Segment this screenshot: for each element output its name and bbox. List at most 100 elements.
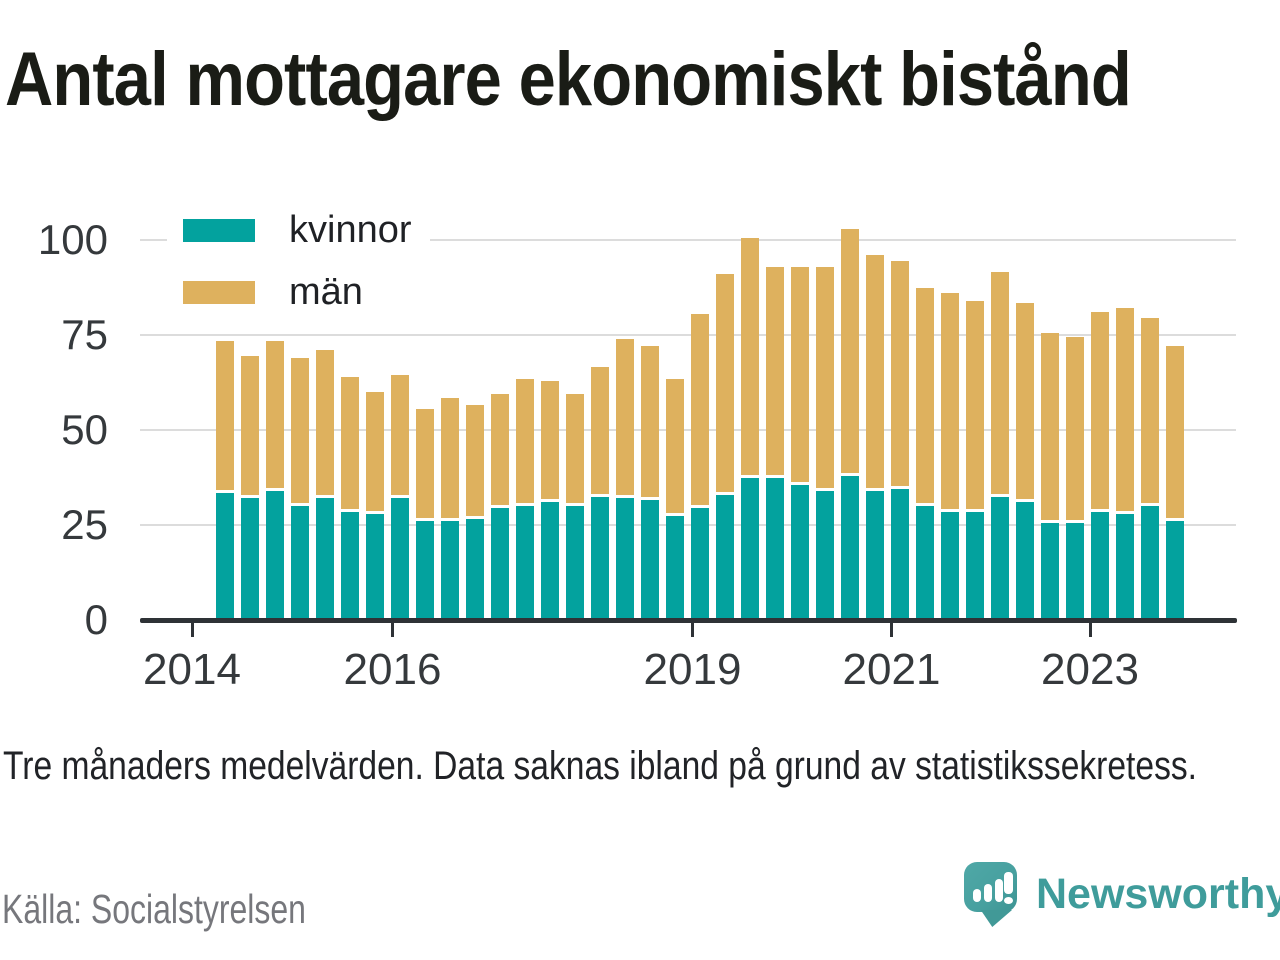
bar-segment-kvinnor: [515, 506, 534, 620]
bar-segment-man: [890, 260, 909, 486]
y-axis-tick-label: 25: [61, 501, 108, 548]
y-axis-tick-label: 75: [61, 311, 108, 358]
bar-segment-kvinnor: [290, 506, 309, 620]
bar-segment-man: [615, 338, 634, 496]
bar-segment-kvinnor: [440, 521, 459, 620]
bar-segment-kvinnor: [690, 507, 709, 620]
bar-segment-man: [840, 228, 859, 473]
bar-segment-kvinnor: [1165, 521, 1184, 620]
bar-segment-kvinnor: [865, 490, 884, 620]
bar-segment-kvinnor: [1115, 513, 1134, 620]
bar-segment-man: [940, 293, 959, 509]
bar-segment-kvinnor: [565, 506, 584, 620]
bar-segment-man: [1165, 346, 1184, 519]
bar-segment-man: [490, 393, 509, 505]
bar-segment-kvinnor: [340, 511, 359, 620]
logo-chart-bar-icon: [984, 884, 992, 902]
bar-segment-kvinnor: [840, 475, 859, 620]
bar-segment-man: [390, 374, 409, 496]
logo-bubble-tail: [980, 910, 1012, 927]
legend-item-kvinnor: kvinnor: [167, 206, 430, 254]
bar-segment-kvinnor: [240, 498, 259, 620]
bar-segment-man: [990, 272, 1009, 494]
gridline-y50: [140, 429, 1236, 431]
gridline-y25: [140, 524, 1236, 526]
legend-swatch-man: [183, 280, 255, 304]
logo-wordmark: Newsworthy: [1036, 870, 1280, 918]
bar-segment-kvinnor: [590, 496, 609, 620]
bar-segment-man: [215, 340, 234, 490]
bar-segment-man: [640, 346, 659, 498]
bar-segment-man: [1065, 336, 1084, 521]
bar-segment-kvinnor: [215, 492, 234, 620]
bar-segment-man: [565, 393, 584, 503]
bar-segment-man: [740, 238, 759, 475]
bar-segment-kvinnor: [715, 494, 734, 620]
bar-segment-man: [240, 355, 259, 496]
bar-segment-kvinnor: [1015, 502, 1034, 620]
bar-segment-kvinnor: [640, 500, 659, 620]
bar-segment-kvinnor: [990, 496, 1009, 620]
x-axis-tick-label: 2021: [842, 645, 941, 694]
gridline-y100: [140, 239, 1236, 241]
x-axis-tick-label: 2023: [1041, 645, 1139, 694]
legend-label-man: män: [289, 271, 363, 313]
y-axis-tick-label: 50: [61, 406, 108, 453]
bar-segment-kvinnor: [1090, 511, 1109, 620]
bar-segment-kvinnor: [1140, 506, 1159, 620]
bar-segment-man: [790, 266, 809, 483]
bar-segment-man: [915, 287, 934, 503]
x-axis-tick: [1088, 623, 1092, 637]
bar-segment-kvinnor: [765, 477, 784, 620]
bar-segment-kvinnor: [490, 507, 509, 620]
bar-segment-kvinnor: [740, 477, 759, 620]
source-caption: Källa: Socialstyrelsen: [2, 886, 306, 932]
bar-segment-kvinnor: [665, 515, 684, 620]
bar-segment-kvinnor: [315, 498, 334, 620]
x-axis-tick-label: 2019: [643, 645, 742, 694]
bar-segment-man: [465, 405, 484, 517]
bar-segment-man: [1090, 312, 1109, 509]
bar-segment-man: [815, 266, 834, 488]
bar-segment-kvinnor: [1040, 523, 1059, 620]
bar-segment-man: [340, 376, 359, 509]
y-axis-tick-label: 0: [84, 596, 108, 643]
bar-segment-kvinnor: [790, 485, 809, 620]
bar-segment-kvinnor: [815, 490, 834, 620]
bar-segment-kvinnor: [965, 511, 984, 620]
bar-segment-kvinnor: [890, 488, 909, 620]
gridline-y75: [140, 334, 1236, 336]
newsworthy-logo: Newsworthy: [964, 862, 1280, 932]
bar-segment-man: [665, 378, 684, 513]
legend-swatch-kvinnor: [183, 218, 255, 242]
bar-segment-kvinnor: [465, 519, 484, 620]
logo-exclamation-icon: [1004, 872, 1013, 894]
x-axis-tick-label: 2014: [143, 645, 241, 694]
chart-title: Antal mottagare ekonomiskt bistånd: [5, 37, 1132, 122]
x-axis-line: [140, 618, 1237, 623]
bar-segment-man: [365, 392, 384, 511]
bar-segment-man: [1015, 302, 1034, 500]
bar-segment-man: [765, 266, 784, 475]
bar-segment-man: [540, 380, 559, 500]
bar-segment-man: [415, 409, 434, 519]
bar-segment-kvinnor: [415, 521, 434, 620]
logo-exclamation-dot-icon: [1004, 897, 1013, 904]
bar-segment-man: [315, 350, 334, 496]
logo-chart-bar-icon: [995, 879, 1003, 902]
x-axis-tick-label: 2016: [343, 645, 442, 694]
x-axis-tick: [391, 623, 394, 637]
bar-segment-kvinnor: [615, 498, 634, 620]
bar-segment-kvinnor: [915, 506, 934, 620]
bar-segment-man: [715, 274, 734, 492]
x-axis-tick: [691, 623, 694, 637]
bar-segment-man: [1040, 333, 1059, 521]
bar-segment-man: [865, 255, 884, 488]
bar-segment-man: [690, 314, 709, 505]
bar-segment-man: [1140, 317, 1159, 503]
x-axis-tick: [890, 623, 893, 637]
bar-segment-man: [1115, 308, 1134, 511]
y-axis-tick-label: 100: [37, 216, 108, 263]
